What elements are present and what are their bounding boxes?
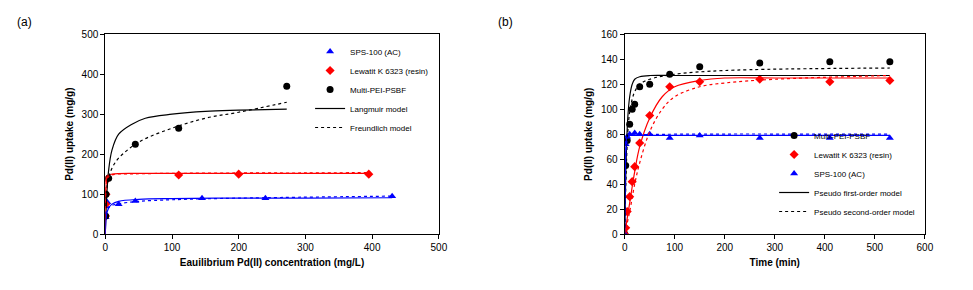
svg-text:200: 200: [82, 149, 99, 160]
svg-text:400: 400: [82, 69, 99, 80]
svg-text:Freundlich model: Freundlich model: [350, 124, 412, 133]
svg-text:Pseudo second-order model: Pseudo second-order model: [814, 208, 915, 217]
svg-text:300: 300: [82, 109, 99, 120]
svg-text:100: 100: [164, 242, 181, 253]
svg-text:400: 400: [364, 242, 381, 253]
svg-text:Multi-PEI-PSBF: Multi-PEI-PSBF: [350, 86, 406, 95]
svg-text:SPS-100 (AC): SPS-100 (AC): [814, 170, 865, 179]
svg-text:Lewatit K 6323 (resin): Lewatit K 6323 (resin): [814, 151, 892, 160]
svg-text:Multi-PEI-PSBF: Multi-PEI-PSBF: [814, 132, 870, 141]
svg-text:0: 0: [622, 242, 628, 253]
svg-text:0: 0: [93, 229, 99, 240]
svg-text:0: 0: [612, 229, 618, 240]
svg-text:300: 300: [766, 242, 783, 253]
svg-text:160: 160: [601, 29, 618, 40]
svg-text:Pd(II) uptake (mg/g): Pd(II) uptake (mg/g): [64, 88, 75, 181]
svg-text:Pseudo first-order model: Pseudo first-order model: [814, 189, 902, 198]
svg-text:Time (min): Time (min): [750, 257, 800, 268]
svg-text:20: 20: [607, 204, 619, 215]
svg-text:400: 400: [816, 242, 833, 253]
svg-text:Pd(II) uptake (mg/g): Pd(II) uptake (mg/g): [583, 88, 594, 181]
svg-text:500: 500: [867, 242, 884, 253]
svg-text:200: 200: [716, 242, 733, 253]
svg-text:Lewatit K 6323 (resin): Lewatit K 6323 (resin): [350, 67, 428, 76]
svg-text:500: 500: [431, 242, 448, 253]
svg-text:100: 100: [601, 104, 618, 115]
svg-text:200: 200: [230, 242, 247, 253]
svg-text:Eauilibrium Pd(II) concentrati: Eauilibrium Pd(II) concentration (mg/L): [180, 257, 364, 268]
svg-text:120: 120: [601, 79, 618, 90]
svg-text:100: 100: [666, 242, 683, 253]
svg-text:Langmuir model: Langmuir model: [350, 105, 408, 114]
svg-text:40: 40: [607, 179, 619, 190]
svg-text:60: 60: [607, 154, 619, 165]
svg-text:SPS-100 (AC): SPS-100 (AC): [350, 48, 401, 57]
svg-text:500: 500: [82, 29, 99, 40]
svg-text:(b): (b): [498, 15, 513, 29]
svg-text:0: 0: [103, 242, 109, 253]
svg-text:600: 600: [917, 242, 934, 253]
svg-text:300: 300: [297, 242, 314, 253]
svg-text:(a): (a): [17, 15, 32, 29]
svg-text:80: 80: [607, 129, 619, 140]
svg-text:140: 140: [601, 54, 618, 65]
svg-text:100: 100: [82, 189, 99, 200]
